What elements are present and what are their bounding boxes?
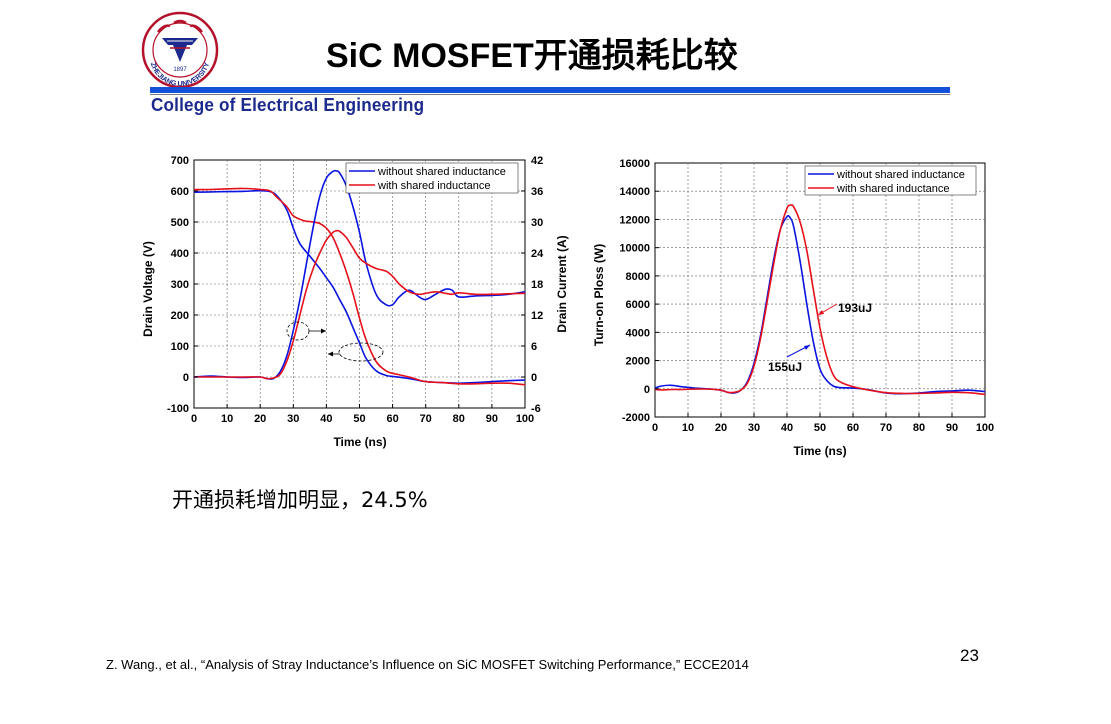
c2-xlabel: Time (ns) (793, 444, 846, 458)
c2-xtick-label: 80 (913, 422, 925, 434)
c2-xtick-label: 10 (682, 422, 694, 434)
c1-xtick-label: 0 (191, 413, 197, 425)
c1-legend (345, 162, 519, 194)
c1-xtick-label: 70 (420, 413, 432, 425)
c2-ytick-label: 10000 (619, 243, 650, 255)
c1-y2tick-label: 30 (531, 217, 543, 229)
c2-plot-frame (654, 162, 986, 418)
c2-xtick-label: 0 (652, 422, 658, 434)
c2-ylabel: Turn-on Ploss (W) (592, 244, 606, 346)
c1-ytick-label: -100 (167, 403, 189, 415)
c1-legend-item-blue: without shared inductance (377, 166, 506, 178)
college-name: College of Electrical Engineering (151, 95, 425, 115)
university-logo: 1897 ZHEJIANG UNIVERSITY (141, 11, 219, 89)
c1-ytick-label: 700 (171, 155, 189, 167)
c2-xtick-label: 90 (946, 422, 958, 434)
c2-ytick-label: 4000 (626, 327, 650, 339)
c1-xtick-label: 40 (320, 413, 332, 425)
c1-y2tick-label: 42 (531, 155, 543, 167)
annotation-155uJ: 155uJ (768, 360, 802, 374)
c1-series-voltage-with-shared (193, 187, 526, 386)
c2-ytick-label: -2000 (622, 412, 650, 424)
c2-xtick-label: 30 (748, 422, 760, 434)
c2-legend-item-blue: without shared inductance (836, 169, 965, 181)
c2-ytick-label: 8000 (626, 271, 650, 283)
c2-legend-item-red: with shared inductance (836, 183, 950, 195)
c2-ytick-label: 0 (644, 384, 650, 396)
c1-ytick-label: 100 (171, 341, 189, 353)
slide-title: SiC MOSFET开通损耗比较 (326, 37, 738, 75)
c1-y2tick-label: 6 (531, 341, 537, 353)
c1-y2label: Drain Current (A) (555, 235, 569, 332)
c1-ytick-label: 400 (171, 248, 189, 260)
c2-xtick-label: 40 (781, 422, 793, 434)
c1-xtick-label: 100 (516, 413, 534, 425)
c2-ytick-label: 14000 (619, 186, 650, 198)
c1-ylabel: Drain Voltage (V) (141, 241, 155, 337)
c1-y2tick-label: 12 (531, 310, 543, 322)
c2-xtick-label: 60 (847, 422, 859, 434)
c1-y2tick-label: 18 (531, 279, 543, 291)
c1-ytick-label: 500 (171, 217, 189, 229)
c2-ytick-label: 2000 (626, 356, 650, 368)
divider (150, 94, 950, 95)
page-number: 23 (960, 646, 979, 665)
c1-y2tick-label: -6 (531, 403, 541, 415)
c1-y2tick-label: 36 (531, 186, 543, 198)
c1-ytick-label: 0 (183, 372, 189, 384)
c2-xtick-label: 70 (880, 422, 892, 434)
c1-legend-item-red: with shared inductance (377, 180, 491, 192)
c1-xtick-label: 30 (287, 413, 299, 425)
c2-legend (804, 165, 977, 196)
annotation-193uJ: 193uJ (838, 301, 872, 315)
c1-y2tick-label: 24 (531, 248, 544, 260)
c1-xtick-label: 90 (486, 413, 498, 425)
c2-xtick-label: 50 (814, 422, 826, 434)
reference-citation: Z. Wang., et al., “Analysis of Stray Ind… (106, 657, 749, 672)
current-group-marker (338, 342, 384, 362)
c2-ytick-label: 12000 (619, 214, 650, 226)
c1-ytick-label: 300 (171, 279, 189, 291)
loss-note: 开通损耗增加明显，24.5% (172, 488, 428, 512)
c1-xlabel: Time (ns) (333, 435, 386, 449)
accent-bar (150, 87, 950, 93)
c2-xtick-label: 20 (715, 422, 727, 434)
c1-xtick-label: 20 (254, 413, 266, 425)
c1-xtick-label: 10 (221, 413, 233, 425)
c1-xtick-label: 60 (386, 413, 398, 425)
c1-y2tick-label: 0 (531, 372, 537, 384)
c1-xtick-label: 80 (453, 413, 465, 425)
c1-series-current-with-shared (194, 229, 526, 380)
c2-xtick-label: 100 (976, 422, 994, 434)
c1-xtick-label: 50 (353, 413, 365, 425)
c1-ytick-label: 600 (171, 186, 189, 198)
c1-ytick-label: 200 (171, 310, 189, 322)
c2-ytick-label: 16000 (619, 158, 650, 170)
c2-series-with-shared (654, 204, 986, 396)
logo-year: 1897 (173, 67, 187, 73)
c2-ytick-label: 6000 (626, 299, 650, 311)
